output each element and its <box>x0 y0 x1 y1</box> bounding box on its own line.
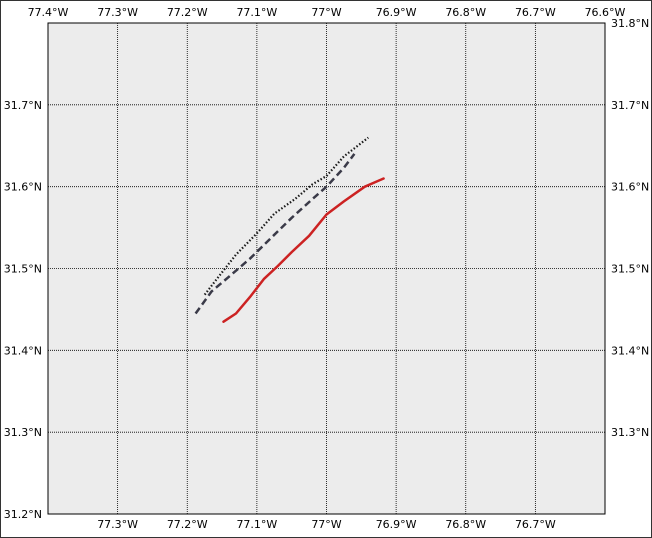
lon-label-bottom: 77.1°W <box>236 518 277 531</box>
lon-label-bottom: 76.7°W <box>515 518 556 531</box>
lon-label-top: 76.8°W <box>445 6 486 19</box>
lat-label-left: 31.3°N <box>4 426 42 439</box>
lat-label-right: 31.7°N <box>611 99 649 112</box>
lat-label-right: 31.8°N <box>611 17 649 30</box>
lon-label-top: 77.4°W <box>28 6 69 19</box>
track-dashed <box>194 153 356 315</box>
track-dotted <box>203 136 369 296</box>
lon-label-bottom: 76.9°W <box>376 518 417 531</box>
lon-label-top: 77.3°W <box>97 6 138 19</box>
lat-label-right: 31.6°N <box>611 181 649 194</box>
lon-label-top: 76.6°W <box>585 6 626 19</box>
tick-labels: 77.4°W 77.3°W 77.3°W 77.2°W 77.2°W 77.1°W 77.1… <box>4 6 649 531</box>
lat-label-left: 31.2°N <box>4 508 42 521</box>
lat-label-left: 31.5°N <box>4 263 42 276</box>
map-border <box>47 22 606 515</box>
lat-label-right: 31.4°N <box>611 344 649 357</box>
lat-label-right: 31.3°N <box>611 426 649 439</box>
lon-label-top: 77.1°W <box>236 6 277 19</box>
lat-label-left: 31.6°N <box>4 181 42 194</box>
lon-label-top: 77°W <box>311 6 341 19</box>
lon-label-bottom: 77.2°W <box>167 518 208 531</box>
lon-label-bottom: 77.3°W <box>97 518 138 531</box>
lon-label-top: 76.7°W <box>515 6 556 19</box>
lat-label-left: 31.7°N <box>4 99 42 112</box>
lat-label-right: 31.5°N <box>611 263 649 276</box>
track-solid <box>222 177 385 323</box>
lon-label-top: 77.2°W <box>167 6 208 19</box>
lon-label-top: 76.9°W <box>376 6 417 19</box>
graticule <box>48 23 605 514</box>
track-layer <box>194 136 385 323</box>
lat-label-left: 31.4°N <box>4 344 42 357</box>
lon-label-bottom: 77°W <box>311 518 341 531</box>
lon-label-bottom: 76.8°W <box>445 518 486 531</box>
